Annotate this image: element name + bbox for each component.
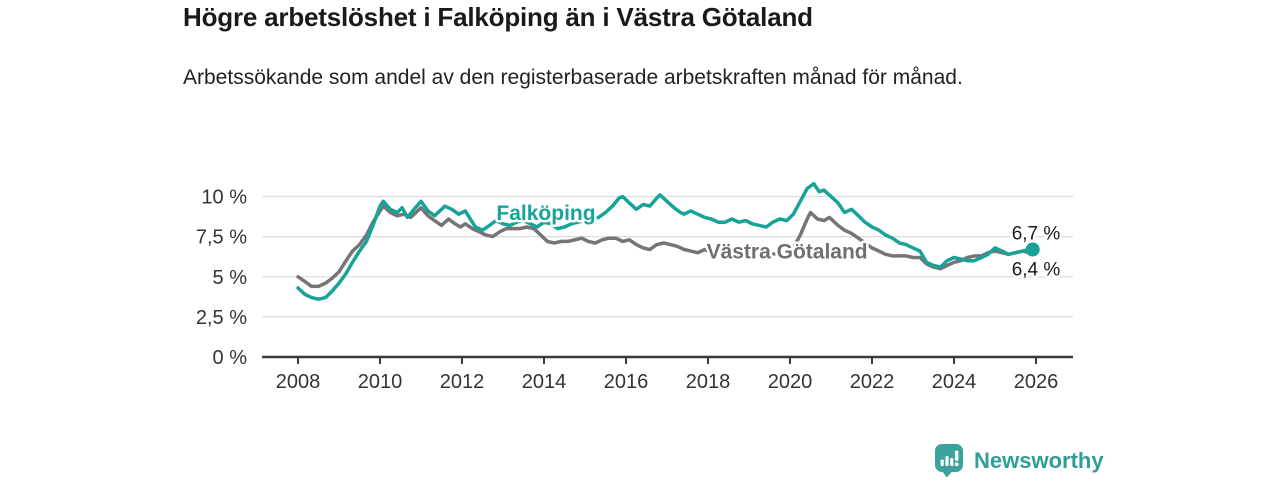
newsworthy-logo: Newsworthy <box>934 443 1104 478</box>
page-title: Högre arbetslöshet i Falköping än i Väst… <box>183 2 813 32</box>
y-tick-label: 5 % <box>213 267 248 289</box>
x-tick-label: 2020 <box>768 371 813 393</box>
series-end-dot-falkoping <box>1025 242 1040 257</box>
x-tick-label: 2018 <box>686 371 731 393</box>
y-tick-label: 10 % <box>201 187 247 209</box>
end-value-label-falkoping: 6,7 % <box>1012 224 1061 245</box>
x-tick-label: 2014 <box>522 371 567 393</box>
series-line-falkoping <box>296 181 1035 301</box>
y-tick-label: 2,5 % <box>196 307 247 329</box>
x-tick-label: 2010 <box>358 371 403 393</box>
x-tick-label: 2026 <box>1014 371 1059 393</box>
newsworthy-logo-icon <box>935 444 963 478</box>
chart-subtitle: Arbetssökande som andel av den registerb… <box>183 66 963 89</box>
x-tick-label: 2008 <box>276 371 321 393</box>
y-tick-label: 0 % <box>213 347 248 369</box>
end-value-label-vastra-gotaland: 6,4 % <box>1012 260 1061 281</box>
bar-chart-glyph <box>940 450 959 467</box>
series-line-vastra-gotaland <box>296 204 1035 289</box>
series-label-falkoping: Falköping <box>496 202 595 225</box>
series-label-vastra-gotaland: Västra Götaland <box>707 240 868 263</box>
x-tick-label: 2016 <box>604 371 649 393</box>
y-tick-label: 7,5 % <box>196 227 247 249</box>
x-tick-label: 2022 <box>850 371 895 393</box>
x-tick-label: 2012 <box>440 371 485 393</box>
x-tick-label: 2024 <box>932 371 977 393</box>
newsworthy-logo-text: Newsworthy <box>974 447 1104 473</box>
